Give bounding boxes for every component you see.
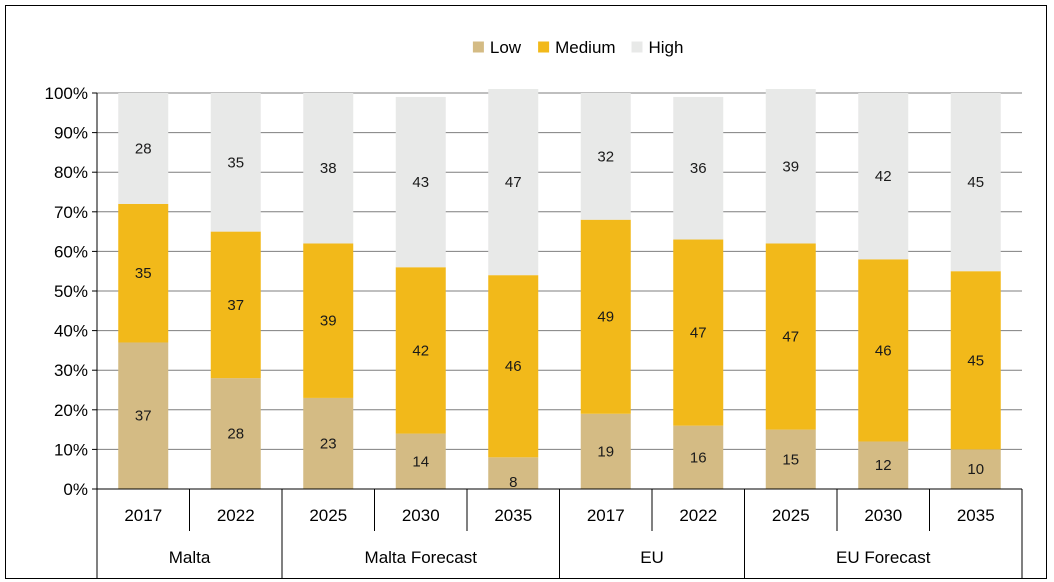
bar-segment-low — [210, 378, 261, 489]
bar-segment-medium — [580, 219, 631, 414]
data-label-medium: 46 — [875, 342, 892, 359]
y-tick-label: 0% — [63, 480, 88, 499]
data-label-medium: 47 — [690, 325, 707, 342]
data-label-medium: 42 — [412, 342, 429, 359]
legend-label-medium: Medium — [555, 38, 615, 57]
y-tick-label: 80% — [54, 163, 88, 182]
bar-segment-high — [395, 96, 446, 268]
y-tick-label: 10% — [54, 440, 88, 459]
bar-segment-low — [303, 397, 354, 489]
data-label-medium: 46 — [505, 358, 522, 375]
bar-segment-low — [580, 413, 631, 489]
bar-segment-high — [765, 89, 816, 244]
bar-segment-medium — [395, 267, 446, 434]
data-label-high: 38 — [320, 160, 337, 177]
data-label-high: 39 — [782, 158, 799, 175]
bar-segment-low — [765, 429, 816, 489]
x-tick-label: 2030 — [864, 506, 902, 525]
y-tick-label: 40% — [54, 322, 88, 341]
data-label-low: 16 — [690, 449, 707, 466]
bar-segment-medium — [673, 239, 724, 426]
data-label-high: 45 — [967, 174, 984, 191]
bar-segment-low — [488, 457, 539, 489]
data-label-medium: 45 — [967, 352, 984, 369]
y-tick-label: 60% — [54, 242, 88, 261]
data-label-low: 23 — [320, 435, 337, 452]
bar-segment-high — [580, 93, 631, 220]
data-label-medium: 37 — [227, 297, 244, 314]
data-label-low: 19 — [597, 443, 614, 460]
bar-segment-low — [858, 441, 909, 489]
bar-segment-high — [950, 93, 1001, 272]
x-tick-label: 2017 — [587, 506, 625, 525]
data-label-medium: 47 — [782, 329, 799, 346]
data-label-high: 35 — [227, 154, 244, 171]
x-tick-label: 2030 — [402, 506, 440, 525]
data-label-high: 43 — [412, 174, 429, 191]
bar-segment-medium — [765, 243, 816, 430]
x-tick-label: 2035 — [957, 506, 995, 525]
data-label-low: 12 — [875, 457, 892, 474]
bar-segment-medium — [210, 231, 261, 379]
bar-segment-medium — [303, 243, 354, 398]
x-tick-label: 2035 — [494, 506, 532, 525]
data-label-high: 28 — [135, 140, 152, 157]
data-label-high: 36 — [690, 160, 707, 177]
bar-segment-medium — [950, 271, 1001, 450]
bar-segment-high — [118, 93, 169, 204]
bar-segment-low — [673, 425, 724, 489]
y-tick-label: 100% — [45, 84, 88, 103]
x-group-label: EU Forecast — [836, 548, 931, 567]
data-label-low: 15 — [782, 451, 799, 468]
bar-segment-medium — [858, 259, 909, 442]
bar-segment-low — [118, 342, 169, 489]
data-label-medium: 35 — [135, 265, 152, 282]
y-tick-label: 90% — [54, 124, 88, 143]
x-tick-label: 2025 — [772, 506, 810, 525]
legend-label-low: Low — [490, 38, 522, 57]
data-label-low: 8 — [509, 474, 517, 491]
data-label-high: 32 — [597, 148, 614, 165]
bar-segment-high — [210, 93, 261, 232]
bar-segment-low — [395, 433, 446, 489]
data-label-high: 42 — [875, 168, 892, 185]
x-tick-label: 2022 — [679, 506, 717, 525]
data-label-high: 47 — [505, 174, 522, 191]
legend-swatch-medium — [538, 41, 550, 53]
data-label-medium: 49 — [597, 309, 614, 326]
bar-segment-high — [303, 93, 354, 244]
x-group-label: Malta Forecast — [365, 548, 478, 567]
data-label-low: 37 — [135, 408, 152, 425]
bar-segment-medium — [118, 203, 169, 343]
x-tick-label: 2025 — [309, 506, 347, 525]
bar-segment-high — [673, 96, 724, 240]
x-tick-label: 2022 — [217, 506, 255, 525]
y-tick-label: 50% — [54, 282, 88, 301]
data-label-medium: 39 — [320, 313, 337, 330]
x-tick-label: 2017 — [124, 506, 162, 525]
data-label-low: 28 — [227, 426, 244, 443]
bar-segment-low — [950, 449, 1001, 489]
y-tick-label: 30% — [54, 361, 88, 380]
legend-label-high: High — [649, 38, 684, 57]
data-label-low: 10 — [967, 461, 984, 478]
legend-swatch-low — [472, 41, 484, 53]
bar-segment-high — [488, 89, 539, 276]
data-label-low: 14 — [412, 453, 429, 470]
y-tick-label: 20% — [54, 401, 88, 420]
bar-segment-high — [858, 93, 909, 260]
x-group-label: Malta — [169, 548, 211, 567]
bar-segment-medium — [488, 275, 539, 458]
y-tick-label: 70% — [54, 203, 88, 222]
x-group-label: EU — [640, 548, 664, 567]
legend-swatch-high — [631, 41, 643, 53]
